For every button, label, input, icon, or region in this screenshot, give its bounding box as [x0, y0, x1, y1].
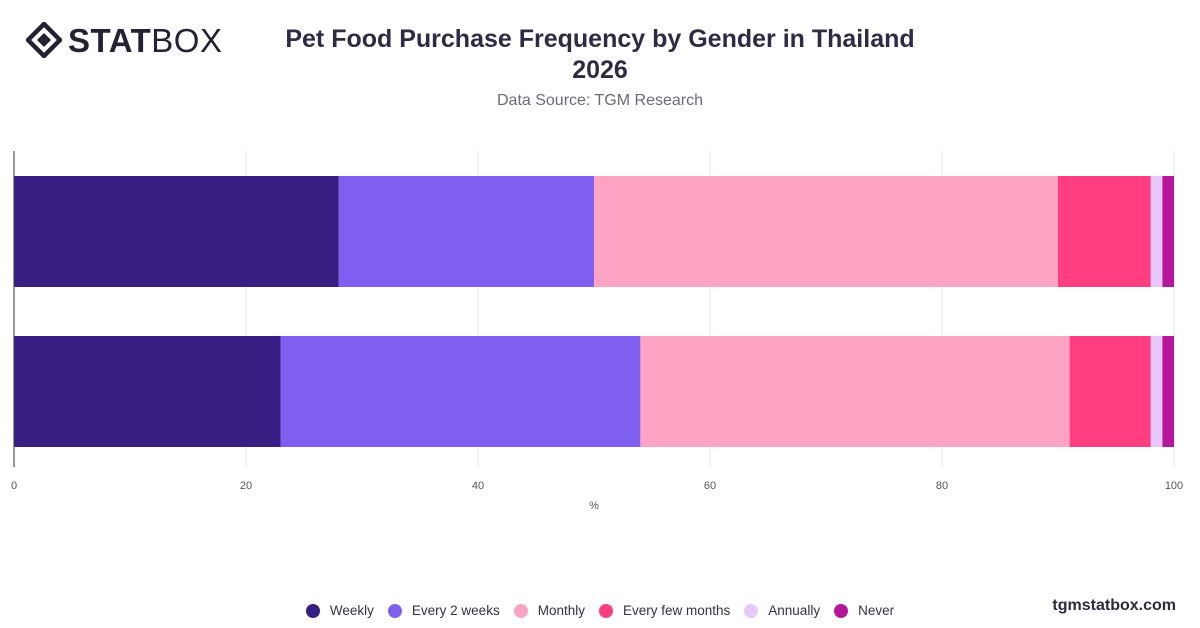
bar-segment-every-2-weeks-1[interactable]	[338, 176, 594, 287]
brand-name: STATBOX	[68, 24, 222, 57]
bar-segment-weekly-1[interactable]	[14, 176, 339, 287]
brand-bold: STAT	[68, 21, 152, 59]
chart-title-line2: 2026	[572, 56, 628, 84]
diamond-logo-icon	[26, 22, 62, 58]
legend-item-never[interactable]: Never	[834, 603, 894, 618]
x-axis-label: %	[589, 500, 599, 512]
chart-subtitle: Data Source: TGM Research	[496, 92, 703, 109]
bar-segment-monthly-2[interactable]	[640, 336, 1070, 447]
legend-swatch	[834, 603, 849, 618]
legend-item-every-2-weeks[interactable]: Every 2 weeks	[387, 603, 500, 618]
legend-item-monthly[interactable]: Monthly	[513, 603, 585, 618]
x-tick-label: 80	[936, 480, 948, 492]
bar-segment-every-2-weeks-2[interactable]	[280, 336, 641, 447]
legend-swatch	[744, 603, 759, 618]
bar-segment-never-1[interactable]	[1162, 176, 1174, 287]
legend-label: Never	[858, 603, 895, 618]
site-url[interactable]: tgmstatbox.com	[1052, 597, 1176, 614]
legend-label: Annually	[768, 603, 821, 618]
bar-segment-weekly-2[interactable]	[14, 336, 281, 447]
legend-swatch	[598, 603, 613, 618]
legend-swatch	[387, 603, 402, 618]
brand-light: BOX	[151, 21, 223, 59]
legend-label: Every 2 weeks	[411, 603, 500, 618]
x-tick-label: 60	[704, 480, 716, 492]
legend-swatch	[305, 603, 320, 618]
legend-item-weekly[interactable]: Weekly	[305, 603, 374, 618]
bar-segment-monthly-1[interactable]	[594, 176, 1058, 287]
legend-label: Every few months	[622, 603, 731, 618]
x-axis: 0 20 40 60 80 100%	[11, 151, 1183, 512]
bar-segment-never-2[interactable]	[1162, 336, 1174, 447]
x-tick-label: 20	[240, 480, 252, 492]
chart-title-line1: Pet Food Purchase Frequency by Gender in…	[285, 25, 915, 53]
legend: Weekly Every 2 weeks Monthly Every few mont…	[0, 603, 1200, 618]
bars	[14, 176, 1174, 447]
bar-segment-annually-2[interactable]	[1150, 336, 1163, 447]
bar-segment-every-few-months-1[interactable]	[1058, 176, 1151, 287]
legend-item-annually[interactable]: Annually	[744, 603, 820, 618]
legend-item-every-few-months[interactable]: Every few months	[598, 603, 731, 618]
chart-title: Pet Food Purchase Frequency by Gender in…	[250, 24, 950, 86]
legend-label: Weekly	[329, 603, 374, 618]
legend-label: Monthly	[537, 603, 585, 618]
x-tick-label: 0	[11, 480, 17, 492]
stacked-bar-chart: 0 20 40 60 80 100%	[11, 151, 1183, 512]
x-tick-label: 100	[1165, 480, 1183, 492]
statbox-logo[interactable]: STATBOX	[26, 22, 222, 58]
bar-segment-annually-1[interactable]	[1150, 176, 1163, 287]
legend-swatch	[513, 603, 528, 618]
x-tick-label: 40	[472, 480, 484, 492]
bar-segment-every-few-months-2[interactable]	[1069, 336, 1151, 447]
